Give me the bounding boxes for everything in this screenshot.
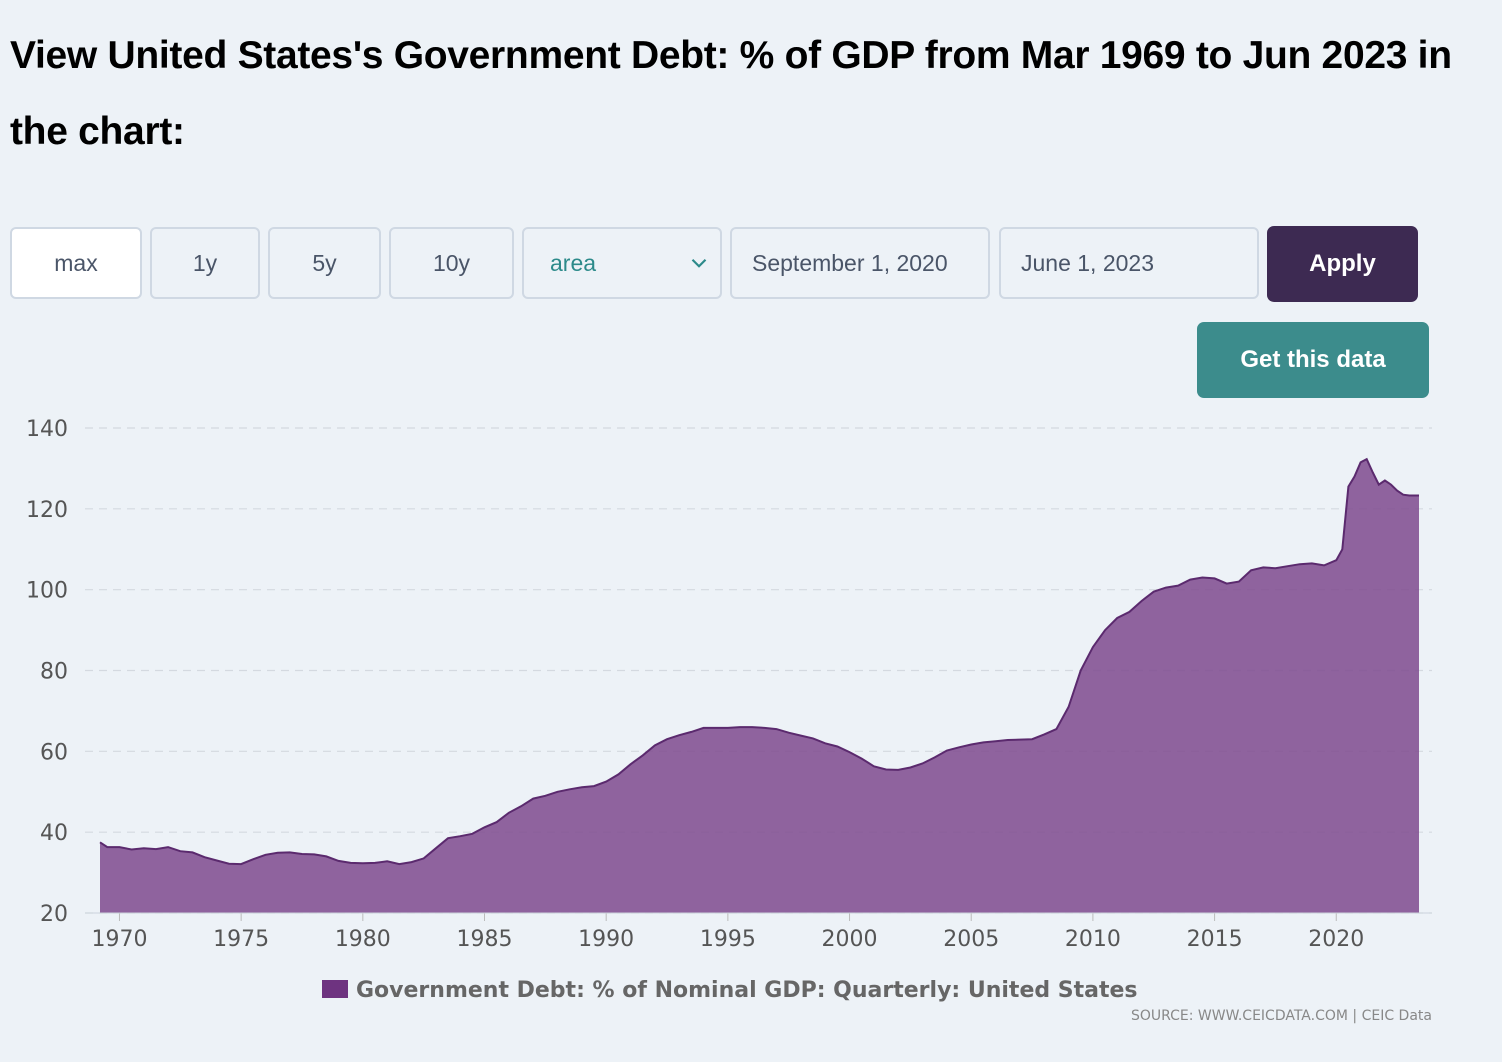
y-tick-label: 80 <box>40 660 68 685</box>
chart-type-value: area <box>550 249 597 276</box>
x-tick-label: 1970 <box>91 927 147 952</box>
legend-label: Government Debt: % of Nominal GDP: Quart… <box>356 978 1138 1003</box>
series-area-fill <box>100 459 1419 913</box>
chevron-down-icon <box>691 258 707 268</box>
get-this-data-button[interactable]: Get this data <box>1197 322 1429 398</box>
x-axis: 1970 1975 1980 1985 1990 1995 2000 2005 2010 2015… <box>85 912 1432 952</box>
start-date-input[interactable]: September 1, 2020 <box>730 227 990 299</box>
chart-type-select[interactable]: area <box>522 227 722 299</box>
source-credit[interactable]: SOURCE: WWW.CEICDATA.COM | CEIC Data <box>1131 1008 1432 1024</box>
x-tick-label: 2020 <box>1308 927 1364 952</box>
x-tick-label: 2005 <box>943 927 999 952</box>
range-button-5y[interactable]: 5y <box>268 227 381 299</box>
y-tick-label: 120 <box>26 498 68 523</box>
page-title: View United States's Government Debt: % … <box>10 34 1452 153</box>
series-area <box>99 457 1419 913</box>
y-tick-label: 60 <box>40 740 68 765</box>
x-tick-label: 2015 <box>1187 927 1243 952</box>
range-button-1y[interactable]: 1y <box>150 227 260 299</box>
x-tick-label: 1990 <box>578 927 634 952</box>
y-axis: 20 40 60 80 100 120 140 <box>26 417 68 927</box>
series-line <box>99 457 1419 866</box>
range-button-10y[interactable]: 10y <box>389 227 514 299</box>
x-tick-label: 1995 <box>700 927 756 952</box>
apply-button[interactable]: Apply <box>1267 226 1418 302</box>
y-tick-label: 140 <box>26 417 68 442</box>
x-tick-label: 1980 <box>335 927 391 952</box>
y-tick-label: 40 <box>40 821 68 846</box>
x-tick-label: 2010 <box>1065 927 1121 952</box>
legend[interactable]: Government Debt: % of Nominal GDP: Quart… <box>322 978 1138 1003</box>
x-tick-label: 2000 <box>822 927 878 952</box>
x-tick-label: 1985 <box>457 927 513 952</box>
y-tick-label: 20 <box>40 902 68 927</box>
legend-swatch <box>322 980 348 998</box>
y-tick-label: 100 <box>26 579 68 604</box>
end-date-input[interactable]: June 1, 2023 <box>999 227 1259 299</box>
x-tick-label: 1975 <box>213 927 269 952</box>
range-button-max[interactable]: max <box>10 227 142 299</box>
